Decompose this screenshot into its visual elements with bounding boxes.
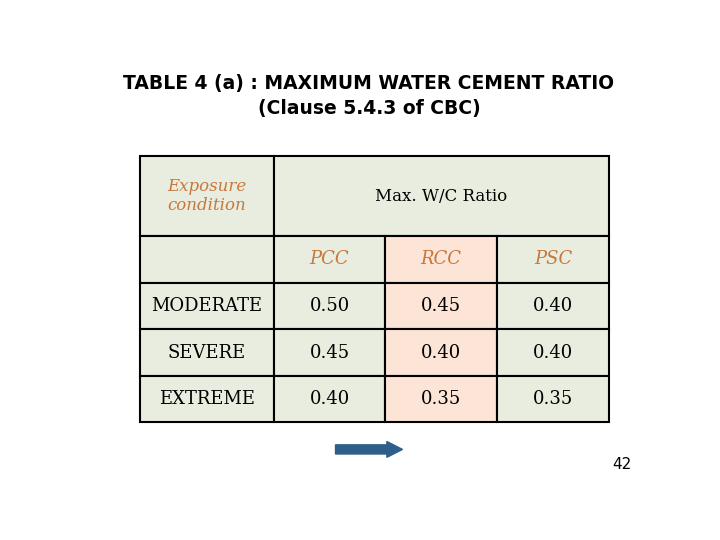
Text: 0.40: 0.40	[533, 343, 573, 362]
Bar	[385, 282, 497, 329]
Bar	[140, 282, 274, 329]
Bar	[497, 282, 609, 329]
Text: (Clause 5.4.3 of CBC): (Clause 5.4.3 of CBC)	[258, 99, 480, 118]
Bar	[274, 329, 385, 376]
Bar	[274, 156, 609, 236]
Text: 0.45: 0.45	[421, 297, 462, 315]
Bar	[385, 376, 497, 422]
Bar	[497, 236, 609, 282]
FancyArrow shape	[336, 442, 402, 457]
Text: 42: 42	[612, 457, 631, 472]
Bar	[274, 282, 385, 329]
Text: SEVERE: SEVERE	[168, 343, 246, 362]
Text: PSC: PSC	[534, 251, 572, 268]
Bar	[140, 236, 274, 282]
Text: EXTREME: EXTREME	[159, 390, 255, 408]
Text: Exposure
condition: Exposure condition	[167, 178, 247, 214]
Text: 0.40: 0.40	[310, 390, 350, 408]
Text: 0.40: 0.40	[533, 297, 573, 315]
Bar	[385, 329, 497, 376]
Text: MODERATE: MODERATE	[151, 297, 263, 315]
Text: 0.45: 0.45	[310, 343, 350, 362]
Bar	[274, 376, 385, 422]
Bar	[385, 236, 497, 282]
Text: 0.40: 0.40	[421, 343, 462, 362]
Bar	[497, 376, 609, 422]
Text: 0.35: 0.35	[421, 390, 462, 408]
Bar	[140, 376, 274, 422]
Text: TABLE 4 (a) : MAXIMUM WATER CEMENT RATIO: TABLE 4 (a) : MAXIMUM WATER CEMENT RATIO	[123, 74, 615, 93]
Bar	[497, 329, 609, 376]
Text: PCC: PCC	[310, 251, 349, 268]
Text: RCC: RCC	[420, 251, 462, 268]
Text: 0.50: 0.50	[310, 297, 350, 315]
Bar	[274, 236, 385, 282]
Text: Max. W/C Ratio: Max. W/C Ratio	[375, 188, 508, 205]
Bar	[140, 156, 274, 236]
Text: 0.35: 0.35	[533, 390, 573, 408]
Bar	[140, 329, 274, 376]
